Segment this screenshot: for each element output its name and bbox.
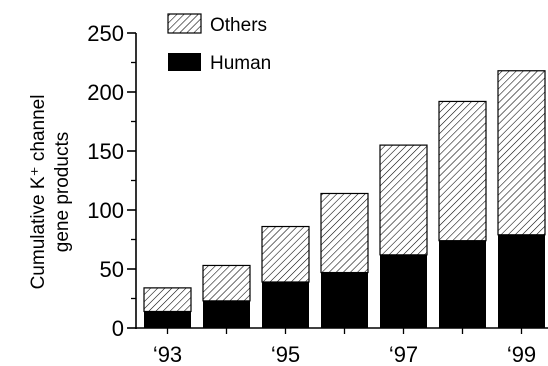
x-tick-label: ‘99 bbox=[507, 342, 536, 366]
bar-others-1995 bbox=[261, 225, 310, 283]
y-axis-label: Cumulative K⁺ channel gene products bbox=[28, 95, 73, 290]
bar-human-1999 bbox=[498, 234, 545, 328]
x-tick-label: ‘93 bbox=[153, 342, 182, 366]
bar-human-1995 bbox=[262, 281, 309, 328]
x-tick-label: ‘95 bbox=[271, 342, 300, 366]
y-axis-label-line-1: Cumulative K⁺ channel bbox=[28, 95, 49, 290]
y-ticks: 0 50 100 150 200 250 bbox=[87, 21, 136, 341]
bar-others-1997 bbox=[379, 144, 428, 256]
x-tick-label: ‘97 bbox=[389, 342, 418, 366]
bar-others-1994 bbox=[202, 264, 251, 302]
legend: Others Human bbox=[167, 13, 271, 74]
bar-others-1993 bbox=[143, 287, 192, 313]
legend-label-human: Human bbox=[210, 53, 271, 74]
y-tick-label: 0 bbox=[112, 316, 124, 341]
bar-human-1994 bbox=[203, 300, 250, 328]
bar-human-1997 bbox=[380, 254, 427, 328]
y-tick-label: 150 bbox=[87, 139, 124, 164]
legend-label-others: Others bbox=[210, 15, 267, 36]
bar-human-1993 bbox=[144, 311, 191, 328]
y-axis-label-line-2: gene products bbox=[52, 132, 73, 252]
y-tick-label: 200 bbox=[87, 80, 124, 105]
y-tick-label: 50 bbox=[100, 257, 124, 282]
bars bbox=[143, 70, 546, 328]
bar-human-1998 bbox=[439, 240, 486, 328]
y-tick-label: 250 bbox=[87, 21, 124, 46]
legend-swatch-human bbox=[168, 53, 201, 71]
bar-others-1999 bbox=[497, 70, 546, 236]
y-tick-label: 100 bbox=[87, 198, 124, 223]
bar-human-1996 bbox=[321, 272, 368, 328]
bar-others-1998 bbox=[438, 100, 487, 242]
legend-swatch-others bbox=[167, 13, 202, 34]
x-ticks: ‘93 ‘95 ‘97 ‘99 bbox=[153, 328, 536, 366]
bar-others-1996 bbox=[320, 192, 369, 274]
